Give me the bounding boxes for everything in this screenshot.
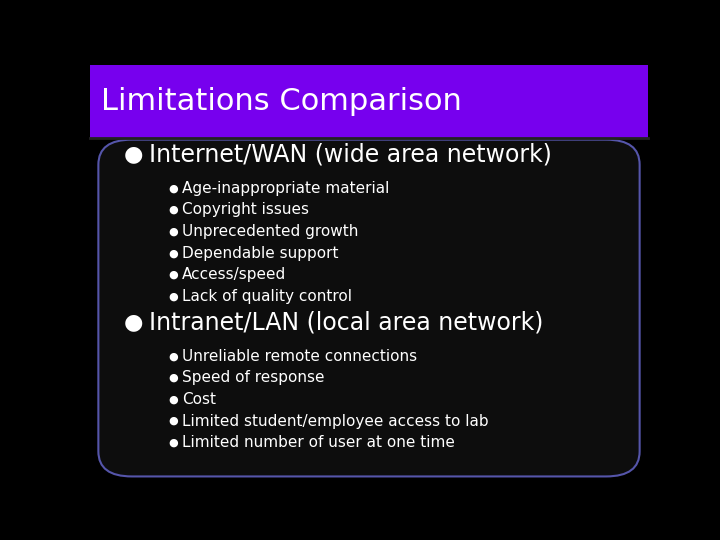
- Text: Unreliable remote connections: Unreliable remote connections: [182, 349, 417, 364]
- Text: Dependable support: Dependable support: [182, 246, 338, 261]
- FancyBboxPatch shape: [90, 65, 648, 138]
- Text: ●: ●: [124, 144, 143, 164]
- Text: ●: ●: [168, 248, 178, 258]
- FancyBboxPatch shape: [99, 140, 639, 476]
- Text: Internet/WAN (wide area network): Internet/WAN (wide area network): [148, 142, 552, 166]
- Text: Limitations Comparison: Limitations Comparison: [101, 87, 462, 116]
- Text: ●: ●: [168, 183, 178, 193]
- Text: Age-inappropriate material: Age-inappropriate material: [182, 181, 390, 196]
- Text: Lack of quality control: Lack of quality control: [182, 289, 352, 304]
- Text: ●: ●: [168, 438, 178, 448]
- Text: ●: ●: [168, 270, 178, 280]
- Text: Copyright issues: Copyright issues: [182, 202, 309, 218]
- Text: Cost: Cost: [182, 392, 216, 407]
- Text: Limited student/employee access to lab: Limited student/employee access to lab: [182, 414, 489, 429]
- Text: Speed of response: Speed of response: [182, 370, 325, 386]
- Text: Unprecedented growth: Unprecedented growth: [182, 224, 359, 239]
- Text: ●: ●: [168, 416, 178, 426]
- Text: ●: ●: [168, 352, 178, 361]
- Text: Intranet/LAN (local area network): Intranet/LAN (local area network): [148, 310, 543, 334]
- Text: ●: ●: [168, 395, 178, 404]
- Text: ●: ●: [168, 205, 178, 215]
- Text: Access/speed: Access/speed: [182, 267, 287, 282]
- Text: Limited number of user at one time: Limited number of user at one time: [182, 435, 455, 450]
- Text: ●: ●: [168, 292, 178, 301]
- Text: ●: ●: [168, 227, 178, 237]
- Text: ●: ●: [124, 312, 143, 332]
- Text: ●: ●: [168, 373, 178, 383]
